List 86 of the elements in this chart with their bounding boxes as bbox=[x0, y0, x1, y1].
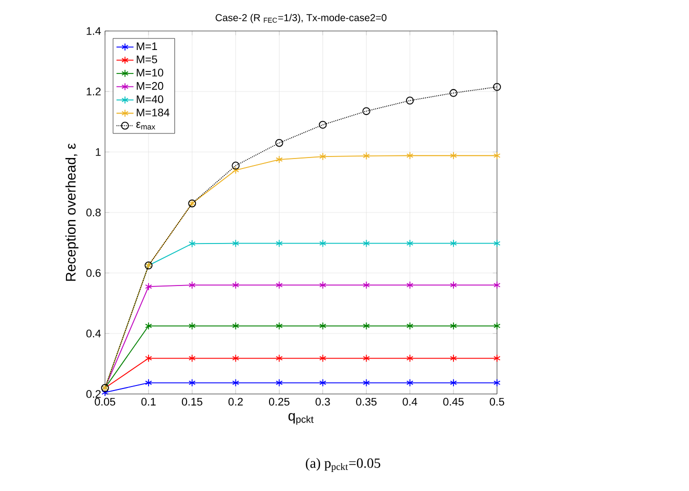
x-tick-label: 0.35 bbox=[356, 398, 377, 406]
y-tick-label: 1.2 bbox=[86, 88, 101, 96]
point bbox=[494, 378, 500, 387]
text: (a) p$_{pckt}$=0.05 bbox=[306, 458, 380, 472]
point bbox=[406, 96, 414, 104]
legend-label: M=1 bbox=[136, 42, 158, 50]
point bbox=[406, 239, 414, 248]
point bbox=[319, 281, 326, 290]
point bbox=[188, 354, 196, 362]
point bbox=[319, 239, 326, 248]
x-axis-title: q$_{pckt}$ bbox=[288, 413, 314, 425]
point bbox=[406, 281, 414, 290]
point bbox=[232, 322, 240, 330]
point bbox=[232, 354, 240, 362]
point bbox=[362, 354, 370, 362]
point bbox=[406, 152, 414, 160]
point bbox=[276, 239, 283, 248]
point bbox=[319, 378, 326, 387]
point bbox=[450, 354, 457, 362]
point bbox=[493, 83, 501, 91]
legend-label: M=40 bbox=[136, 95, 164, 104]
point bbox=[494, 239, 500, 248]
legend-label: M=10 bbox=[136, 68, 164, 77]
point bbox=[450, 322, 457, 330]
point bbox=[188, 240, 196, 248]
point bbox=[188, 281, 196, 290]
x-tick-label: 0.25 bbox=[268, 398, 290, 406]
x-tick-label: 0.5 bbox=[490, 398, 504, 406]
y-tick-label: 1.4 bbox=[86, 27, 101, 35]
legend-label: M=20 bbox=[136, 82, 164, 90]
point bbox=[188, 378, 196, 387]
point bbox=[232, 281, 240, 290]
point bbox=[145, 378, 152, 387]
y-tick-label: 1 bbox=[96, 148, 101, 156]
point bbox=[362, 378, 370, 387]
x-tick-label: 0.1 bbox=[141, 398, 156, 406]
y-tick-label: 0.4 bbox=[86, 330, 101, 338]
point bbox=[494, 354, 500, 362]
x-tick-label: 0.15 bbox=[182, 398, 202, 406]
point bbox=[232, 239, 240, 248]
point bbox=[232, 166, 240, 174]
legend-label: M=184 bbox=[136, 108, 170, 116]
point bbox=[494, 152, 500, 160]
point bbox=[406, 354, 414, 362]
point bbox=[276, 281, 283, 290]
point bbox=[145, 322, 152, 330]
point bbox=[319, 354, 326, 362]
x-tick-label: 0.4 bbox=[402, 398, 418, 406]
point bbox=[276, 156, 283, 164]
point bbox=[362, 107, 370, 116]
chart-title: Case-2 (R $_{FEC}$=1/3), Tx-mode-case2=0 bbox=[216, 14, 386, 24]
y-axis-title: Reception overhead, ε bbox=[65, 143, 78, 281]
x-tick-label: 0.05 bbox=[94, 398, 116, 406]
point bbox=[450, 152, 457, 160]
point bbox=[362, 239, 370, 248]
x-tick-label: 0.2 bbox=[228, 398, 243, 406]
legend-label: M=5 bbox=[136, 56, 158, 64]
point bbox=[362, 152, 370, 160]
point bbox=[319, 322, 326, 330]
point bbox=[276, 378, 283, 387]
point bbox=[450, 239, 457, 248]
point bbox=[362, 281, 370, 290]
point bbox=[362, 322, 370, 330]
legend-label: ε$_{max}$ bbox=[136, 122, 156, 130]
point bbox=[406, 322, 414, 330]
x-tick-label: 0.45 bbox=[443, 398, 464, 406]
point bbox=[275, 138, 284, 147]
point bbox=[406, 378, 414, 387]
point bbox=[450, 281, 457, 290]
y-tick-label: 0.6 bbox=[86, 269, 101, 277]
x-tick-label: 0.3 bbox=[316, 398, 330, 406]
point bbox=[276, 354, 283, 362]
point bbox=[145, 282, 152, 291]
point bbox=[450, 378, 457, 387]
point bbox=[318, 120, 327, 129]
point bbox=[232, 378, 240, 387]
y-tick-label: 0.2 bbox=[86, 390, 101, 398]
point bbox=[232, 162, 240, 170]
y-tick-label: 0.8 bbox=[86, 208, 101, 216]
point bbox=[145, 354, 152, 362]
point bbox=[188, 322, 196, 330]
point bbox=[494, 281, 500, 290]
point bbox=[450, 89, 458, 97]
point bbox=[276, 322, 283, 330]
point bbox=[319, 152, 326, 160]
point bbox=[494, 322, 500, 330]
